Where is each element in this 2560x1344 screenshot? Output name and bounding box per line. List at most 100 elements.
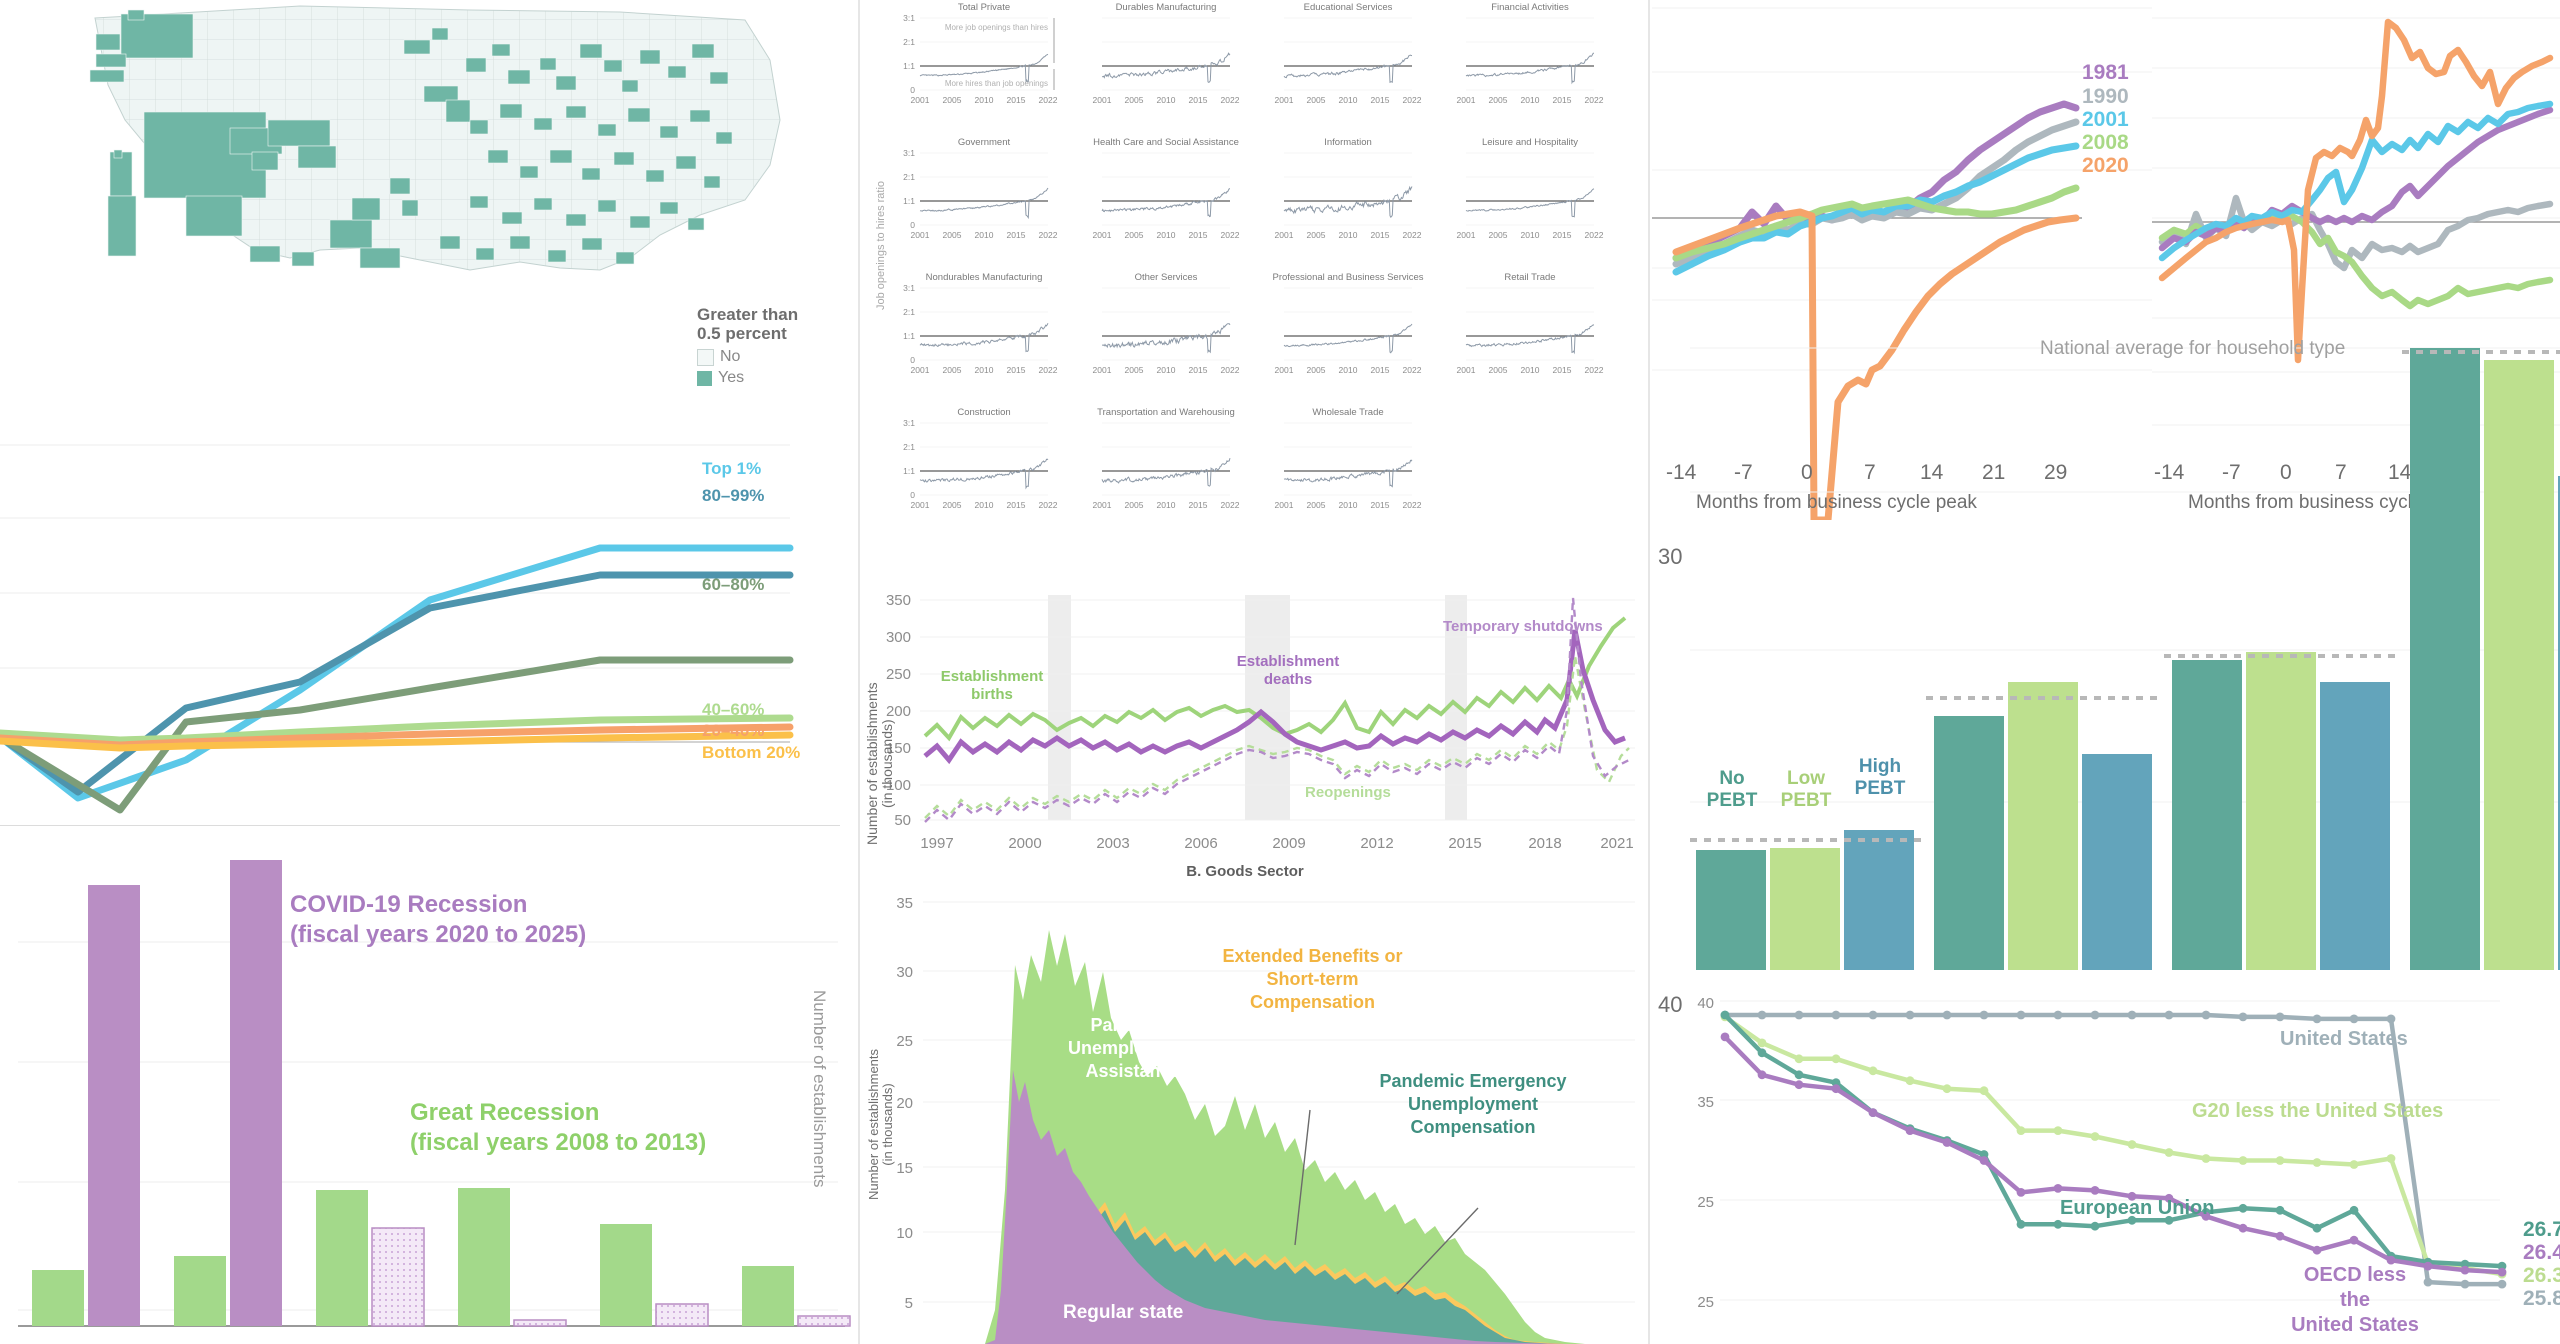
bar-purple-2 [230,860,282,1326]
oecd-point [1942,1138,1952,1147]
ui-claims-panel: Number of establishments (in thousands) … [845,890,1645,1344]
jolts-xtick: 2005 [943,365,962,375]
bar-green-4 [458,1188,510,1326]
oecd-point [2016,1188,2026,1197]
est-births-line1: Establishment [940,668,1044,685]
svg-text:300: 300 [886,629,911,646]
oecd-point [2275,1156,2285,1165]
ui-label-extended-benefits: Extended Benefits or Short-term Compensa… [1222,946,1403,1012]
jolts-ytick: 2:1 [903,172,915,182]
jolts-series-line [1283,323,1413,354]
pebt-bar-g1-low [1770,848,1840,970]
oecd-point [2275,1205,2285,1215]
jolts-series-line [1283,54,1413,84]
oecd-point [1868,1010,1878,1020]
oecd-point [2164,1010,2174,1020]
oecd-point [2090,1132,2100,1141]
income-legend-20-40: 20–40% [702,721,765,740]
svg-text:1997: 1997 [920,835,953,852]
oecd-point [1905,1126,1915,1135]
oecd-label-g20: G20 less the United States [2192,1100,2444,1122]
jolts-ytick: 0 [910,85,915,95]
pebt-legend-high-line1: High [1858,756,1902,777]
est-caption: B. Goods Sector [1186,863,1304,880]
pebt-bar-g1-high [1844,830,1914,970]
jolts-xtick: 2001 [1093,500,1112,510]
jolts-xtick: 2022 [1039,365,1058,375]
ui-claims-ylabel-line2: (in thousands) [880,1083,895,1166]
est-births-line2: births [971,686,1013,703]
svg-text:2006: 2006 [1184,835,1217,852]
oecd-point [2312,1158,2322,1167]
jolts-xtick: 2005 [1489,95,1508,105]
jolts-xtick: 2005 [1125,365,1144,375]
pebt-bar-g1-no [1696,850,1766,970]
oecd-point [2386,1154,2396,1163]
ui-yticks: 35 30 25 20 15 10 5 [896,895,913,1312]
bar-green-3 [316,1190,368,1326]
oecd-point [2238,1012,2248,1022]
jolts-series-line [919,187,1049,220]
rec-a-xtick-5: 21 [1982,461,2006,484]
oecd-point [1794,1010,1804,1020]
svg-text:200: 200 [886,703,911,720]
leader-line-pandemic-emergency [1396,1207,1479,1295]
jolts-xtick: 2010 [1521,95,1540,105]
jolts-ytick: 0 [910,355,915,365]
ui-label-pua: Pandemic Unemployment Assistance [1063,1014,1203,1083]
jolts-xtick: 2001 [1457,95,1476,105]
jolts-ytick: 3:1 [903,283,915,293]
jolts-cell: Professional and Business Services 2001 20… [1272,272,1423,375]
oecd-point [2164,1148,2174,1157]
recession-a-svg [1652,7,2152,520]
jolts-xtick: 2015 [1007,500,1026,510]
jolts-xtick: 2022 [1039,500,1058,510]
pebt-bar-g2-no [1934,716,2004,970]
jolts-xtick: 2015 [1189,95,1208,105]
jolts-ytick: 3:1 [903,148,915,158]
jolts-panel-title: Professional and Business Services [1272,272,1423,283]
map-highlight-counties [89,9,733,269]
jolts-xtick: 2015 [1007,365,1026,375]
jolts-xtick: 2005 [943,500,962,510]
area-regular-state [985,1070,1635,1344]
pebt-svg [1690,347,2560,970]
jolts-ytick: 3:1 [903,418,915,428]
jolts-cell: Leisure and Hospitality 2001 2005 2010 2015 2… [1457,137,1604,240]
jolts-xtick: 2022 [1585,365,1604,375]
oecd-point [1794,1080,1804,1090]
svg-text:25: 25 [1697,1194,1714,1211]
oecd-point [2349,1205,2359,1215]
jolts-xtick: 2010 [975,500,994,510]
oecd-point [1905,1010,1915,1020]
oecd-label-united-states: United States [2280,1028,2408,1050]
income-legend-40-60: 40–60% [702,700,765,719]
rec-a-xtick-4: 14 [1920,461,1944,484]
bar-purple-6 [797,1315,851,1327]
oecd-point [2349,1235,2359,1245]
jolts-cell: Transportation and Warehousing 2001 2005 20… [1093,407,1240,510]
svg-text:25: 25 [1697,1294,1714,1311]
map-legend-label-no: No [720,348,741,365]
oecd-point [1757,1048,1767,1058]
jolts-series-line [1465,52,1594,85]
jolts-annotation-bottom: More hires than job openings [945,79,1048,88]
rec-a-line-2001 [1672,142,2080,276]
oecd-label-european-union: European Union [2060,1197,2215,1219]
jolts-xtick: 2001 [911,365,930,375]
pebt-bar-g4-high [2558,476,2560,970]
oecd-point [1720,1032,1730,1042]
jolts-panel-title: Educational Services [1304,2,1393,13]
pebt-reference-label: National average for household type [2040,338,2346,359]
oecd-point [1905,1076,1915,1086]
oecd-point [2497,1279,2507,1289]
oecd-point [2127,1010,2137,1020]
jolts-xtick: 2015 [1007,95,1026,105]
recession-shading [1048,595,1467,820]
divider-left-upper [0,825,840,826]
svg-text:2021: 2021 [1600,835,1633,852]
jolts-cell: Retail Trade 2001 2005 2010 2015 2022 [1457,272,1604,375]
oecd-point [1979,1086,1989,1096]
svg-text:250: 250 [886,666,911,683]
